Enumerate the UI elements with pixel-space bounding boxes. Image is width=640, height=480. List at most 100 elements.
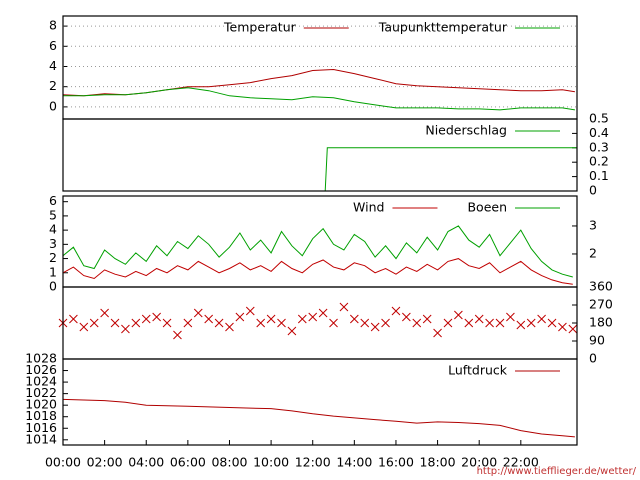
y2-tick-label: 0 xyxy=(589,351,597,366)
point xyxy=(214,318,224,328)
series-line xyxy=(62,398,575,438)
y-tick-label: 1016 xyxy=(25,420,57,435)
point xyxy=(152,312,161,322)
panel-frame xyxy=(62,358,578,446)
point xyxy=(433,328,442,338)
point xyxy=(443,318,453,328)
legend-label: Niederschlag xyxy=(425,123,507,138)
y2-tick-label: 0 xyxy=(589,183,597,198)
point xyxy=(516,320,526,330)
point xyxy=(558,322,567,332)
y-tick-label: 0 xyxy=(49,279,57,294)
point xyxy=(318,308,328,318)
y-tick-label: 1020 xyxy=(25,397,57,412)
point xyxy=(110,318,120,328)
point xyxy=(495,318,505,328)
point xyxy=(485,318,494,328)
series-line xyxy=(62,68,575,97)
point xyxy=(193,308,203,318)
y-tick-label: 1022 xyxy=(25,385,57,400)
point xyxy=(329,318,338,328)
x-tick-label: 00:00 xyxy=(45,455,81,470)
point xyxy=(547,318,557,328)
series-line xyxy=(62,258,573,285)
point xyxy=(381,318,390,328)
point xyxy=(370,322,380,332)
legend-label: Wind xyxy=(353,200,384,215)
point xyxy=(256,318,266,328)
point xyxy=(454,310,463,320)
x-tick-label: 02:00 xyxy=(87,455,123,470)
point xyxy=(235,312,245,322)
y2-tick-label: 0.3 xyxy=(589,139,609,154)
x-tick-label: 04:00 xyxy=(128,455,164,470)
series-line xyxy=(63,147,577,192)
y-tick-label: 6 xyxy=(49,193,57,208)
y2-tick-label: 0.5 xyxy=(589,111,609,126)
point xyxy=(277,318,286,328)
y-tick-label: 4 xyxy=(49,222,57,237)
x-tick-label: 08:00 xyxy=(211,455,247,470)
legend-label: Boeen xyxy=(467,200,507,215)
point xyxy=(308,312,318,322)
y2-tick-label: 360 xyxy=(589,279,613,294)
x-tick-label: 22:00 xyxy=(503,455,539,470)
x-tick-label: 06:00 xyxy=(170,455,206,470)
point xyxy=(391,306,401,316)
point xyxy=(121,324,130,334)
point xyxy=(402,312,411,322)
y-tick-label: 2 xyxy=(49,78,57,93)
point xyxy=(141,314,151,324)
x-tick-label: 20:00 xyxy=(461,455,497,470)
point xyxy=(422,314,432,324)
y2-tick-label: 90 xyxy=(589,333,605,348)
y-tick-label: 2 xyxy=(49,250,57,265)
y2-tick-label: 180 xyxy=(589,315,613,330)
y2-tick-label: 0.2 xyxy=(589,154,609,169)
point xyxy=(287,326,297,336)
point xyxy=(79,322,89,332)
series-line xyxy=(62,225,573,278)
point xyxy=(204,314,214,324)
x-tick-label: 16:00 xyxy=(378,455,414,470)
point xyxy=(69,314,78,324)
y2-tick-label: 0.1 xyxy=(589,168,609,183)
legend-label: Luftdruck xyxy=(448,363,508,378)
y-tick-label: 0 xyxy=(49,98,57,113)
y-tick-label: 1014 xyxy=(25,431,57,446)
y-tick-label: 1028 xyxy=(25,351,57,366)
point xyxy=(245,306,255,316)
point xyxy=(89,318,99,328)
y-tick-label: 1026 xyxy=(25,362,57,377)
y-tick-label: 6 xyxy=(49,38,57,53)
y2-tick-label: 270 xyxy=(589,297,613,312)
point xyxy=(266,314,276,324)
y-tick-label: 5 xyxy=(49,207,57,222)
panel-frame xyxy=(62,118,578,192)
x-tick-label: 12:00 xyxy=(295,455,331,470)
point xyxy=(183,318,193,328)
point xyxy=(537,314,546,324)
footer-url: http://www.tiefflieger.de/wetter/ xyxy=(477,466,637,477)
y-tick-label: 1 xyxy=(49,264,57,279)
x-tick-label: 10:00 xyxy=(253,455,289,470)
x-tick-label: 18:00 xyxy=(420,455,456,470)
point xyxy=(464,318,474,328)
x-tick-label: 14:00 xyxy=(336,455,372,470)
legend-label: Taupunkttemperatur xyxy=(378,20,508,35)
y-tick-label: 3 xyxy=(49,236,57,251)
point xyxy=(412,318,422,328)
y2-tick-label: 0.4 xyxy=(589,125,609,140)
point xyxy=(162,318,172,328)
point xyxy=(360,318,370,328)
point xyxy=(131,318,141,328)
y-tick-label: 8 xyxy=(49,18,57,33)
point xyxy=(339,302,349,312)
y2-tick-label: 2 xyxy=(589,245,597,260)
point xyxy=(474,314,484,324)
point xyxy=(173,330,182,340)
legend-label: Temperatur xyxy=(223,20,297,35)
point xyxy=(225,322,234,332)
